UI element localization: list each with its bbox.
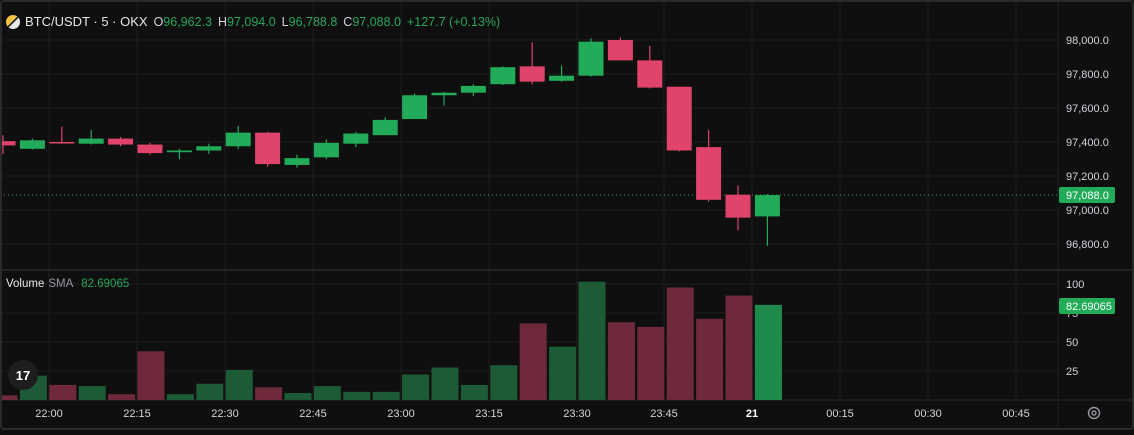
candle-body bbox=[49, 142, 75, 144]
volume-bar bbox=[460, 384, 488, 400]
symbol-legend: BTC/USDT · 5 · OKX O 96,962.3 H 97,094.0 L… bbox=[6, 14, 500, 29]
candle-body bbox=[637, 60, 663, 88]
candle-body bbox=[490, 67, 516, 85]
candle-body bbox=[431, 92, 457, 96]
time-tick-label: 22:45 bbox=[299, 408, 327, 420]
candle-body bbox=[754, 195, 780, 217]
high-label: H bbox=[217, 14, 227, 29]
price-tick-label: 97,800.0 bbox=[1066, 69, 1109, 81]
volume-bar bbox=[637, 326, 665, 400]
candle-body bbox=[284, 158, 310, 165]
price-tick-label: 97,600.0 bbox=[1066, 103, 1109, 115]
volume-bar bbox=[372, 391, 400, 400]
time-tick-label: 23:45 bbox=[650, 408, 678, 420]
volume-bar bbox=[108, 394, 136, 400]
symbol-title[interactable]: BTC/USDT · 5 · OKX bbox=[25, 14, 148, 29]
last-price-badge bbox=[1059, 187, 1115, 204]
gear-icon[interactable] bbox=[1086, 405, 1102, 421]
volume-tick-label: 25 bbox=[1066, 366, 1078, 378]
open-label: O bbox=[153, 14, 164, 29]
volume-bar bbox=[519, 323, 547, 400]
price-tick-label: 97,400.0 bbox=[1066, 137, 1109, 149]
candle-body bbox=[343, 133, 369, 144]
time-tick-label: 22:15 bbox=[123, 408, 151, 420]
time-tick-label: 00:15 bbox=[826, 408, 854, 420]
last-price-label: 97,088.0 bbox=[1066, 190, 1109, 202]
candle-body bbox=[255, 132, 281, 165]
volume-study: SMA bbox=[48, 278, 74, 290]
candle-body bbox=[0, 141, 16, 146]
volume-sma-label: 82.69065 bbox=[1066, 301, 1112, 313]
price-tick-label: 96,800.0 bbox=[1066, 239, 1109, 251]
candle-body bbox=[78, 138, 104, 144]
volume-legend[interactable]: Volume SMA 82.69065 bbox=[6, 278, 129, 290]
volume-tick-label: 100 bbox=[1066, 279, 1084, 291]
candle-body bbox=[225, 132, 251, 147]
candle-body bbox=[402, 95, 428, 120]
low-label: L bbox=[281, 14, 289, 29]
close-value: 97,088.0 bbox=[352, 14, 401, 29]
volume-bar bbox=[431, 367, 459, 400]
candle-body bbox=[166, 150, 192, 153]
low-value: 96,788.8 bbox=[288, 14, 338, 29]
volume-sma-value: 82.69065 bbox=[81, 278, 130, 290]
volume-bar bbox=[0, 395, 18, 400]
time-tick-label: 23:30 bbox=[563, 408, 591, 420]
volume-bar-latest bbox=[754, 304, 782, 400]
time-tick-label: 00:45 bbox=[1002, 408, 1030, 420]
volume-bar bbox=[255, 387, 283, 400]
candle-body bbox=[196, 146, 222, 151]
time-tick-label: 23:15 bbox=[475, 408, 503, 420]
volume-bar bbox=[313, 386, 341, 400]
volume-bar bbox=[196, 383, 224, 400]
btc-coin-icon bbox=[6, 14, 20, 29]
candle-body bbox=[725, 194, 751, 218]
price-tick-label: 98,000.0 bbox=[1066, 35, 1109, 47]
volume-bar bbox=[402, 374, 430, 400]
volume-bar bbox=[549, 346, 577, 400]
open-value: 96,962.3 bbox=[163, 14, 212, 29]
candle-body bbox=[666, 86, 692, 151]
candle-body bbox=[578, 41, 604, 76]
candle-body bbox=[607, 40, 633, 61]
time-tick-label: 00:30 bbox=[914, 408, 942, 420]
volume-bar bbox=[225, 369, 253, 400]
volume-bar bbox=[666, 287, 694, 400]
candle-body bbox=[137, 144, 163, 154]
candle-body bbox=[696, 147, 722, 200]
high-value: 97,094.0 bbox=[227, 14, 276, 29]
candle-body bbox=[372, 119, 398, 136]
volume-bar bbox=[166, 394, 194, 400]
volume-bar bbox=[607, 322, 635, 400]
volume-sma-badge bbox=[1059, 298, 1115, 314]
price-tick-label: 97,200.0 bbox=[1066, 171, 1109, 183]
candle-body bbox=[519, 66, 545, 82]
change-value: +127.7 (+0.13%) bbox=[407, 14, 501, 29]
volume-bar bbox=[137, 351, 165, 400]
time-tick-label: 21 bbox=[746, 408, 758, 420]
close-label: C bbox=[343, 14, 353, 29]
volume-bar bbox=[696, 318, 724, 400]
volume-bar bbox=[49, 384, 77, 400]
volume-bar bbox=[343, 391, 371, 400]
volume-bar bbox=[725, 295, 753, 400]
time-tick-label: 22:30 bbox=[211, 408, 239, 420]
volume-bar bbox=[78, 386, 106, 400]
volume-bar bbox=[490, 365, 518, 400]
volume-bar bbox=[284, 393, 312, 400]
price-tick-label: 97,000.0 bbox=[1066, 205, 1109, 217]
volume-title: Volume bbox=[6, 278, 45, 290]
time-tick-label: 22:00 bbox=[35, 408, 63, 420]
tradingview-logo-icon[interactable]: 17 bbox=[8, 360, 38, 390]
candle-body bbox=[313, 142, 339, 158]
volume-tick-label: 50 bbox=[1066, 337, 1078, 349]
time-tick-label: 23:00 bbox=[387, 408, 415, 420]
candle-body bbox=[108, 138, 134, 145]
candle-body bbox=[19, 140, 45, 149]
candle-body bbox=[549, 75, 575, 81]
volume-bar bbox=[578, 281, 606, 400]
candle-body bbox=[460, 85, 486, 93]
